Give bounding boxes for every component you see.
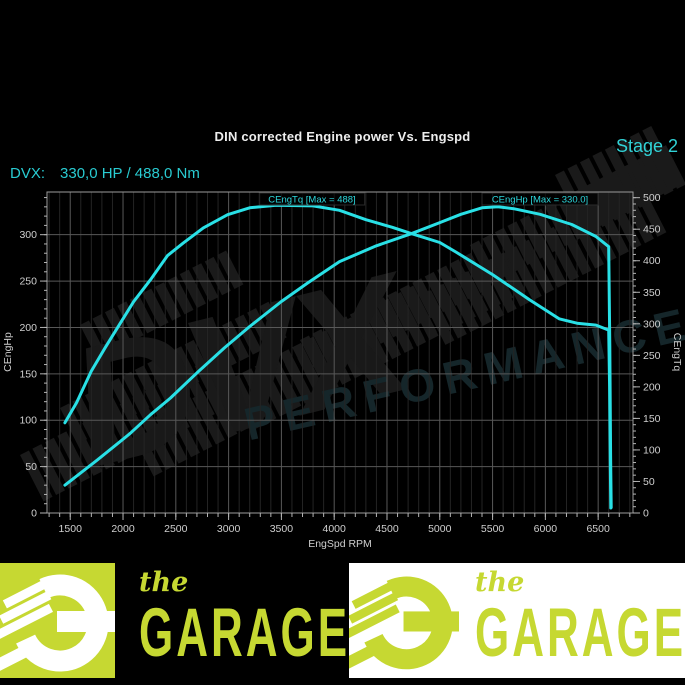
y-left-tick-label: 100 bbox=[19, 415, 37, 427]
garage-name-text: GARAGE bbox=[475, 595, 685, 672]
x-tick-label: 2000 bbox=[111, 523, 135, 535]
x-tick-label: 6000 bbox=[534, 523, 558, 535]
garage-logo-tile-dark bbox=[0, 563, 115, 678]
y-right-tick-label: 450 bbox=[643, 224, 661, 236]
y-left-tick-label: 0 bbox=[31, 508, 37, 520]
y-left-tick-label: 200 bbox=[19, 322, 37, 334]
y-right-tick-label: 400 bbox=[643, 255, 661, 267]
y-right-tick-label: 350 bbox=[643, 287, 661, 299]
result-label: DVX: bbox=[10, 165, 46, 182]
x-axis-title: EngSpd RPM bbox=[308, 538, 372, 550]
garage-g-icon bbox=[0, 574, 115, 673]
torque-curve bbox=[63, 203, 613, 510]
axis-tick-labels: 1500 2000 2500 3000 3500 4000 4500 5000 5500 6000… bbox=[19, 192, 660, 550]
garage-logo-tile-light bbox=[349, 563, 459, 678]
garage-banner: the GARAGE the GARAGE bbox=[0, 563, 685, 678]
power-curve bbox=[63, 205, 613, 509]
svg-text:CEngTq [Max = 488]: CEngTq [Max = 488] bbox=[268, 195, 355, 206]
minor-grid bbox=[48, 192, 631, 513]
x-tick-label: 3000 bbox=[217, 523, 241, 535]
axis-ticks bbox=[40, 197, 640, 520]
x-tick-label: 6500 bbox=[586, 523, 610, 535]
y-left-tick-label: 50 bbox=[25, 461, 37, 473]
y-right-tick-label: 250 bbox=[643, 350, 661, 362]
garage-g-icon bbox=[349, 576, 459, 671]
x-tick-label: 3500 bbox=[270, 523, 294, 535]
curve-label: CEngHp [Max = 330.0] bbox=[481, 192, 599, 206]
y-left-tick-label: 250 bbox=[19, 276, 37, 288]
chart-title: DIN corrected Engine power Vs. Engspd bbox=[214, 129, 471, 144]
y-left-axis-title: CEngHp bbox=[2, 332, 14, 372]
y-right-axis-title: CEngTq bbox=[671, 333, 683, 372]
y-right-tick-label: 50 bbox=[643, 476, 655, 488]
plot-frame bbox=[46, 191, 634, 514]
garage-name-text: GARAGE bbox=[139, 595, 349, 672]
major-grid bbox=[47, 192, 633, 514]
y-left-tick-label: 150 bbox=[19, 368, 37, 380]
x-tick-label: 4000 bbox=[323, 523, 347, 535]
garage-the-text: the bbox=[475, 567, 525, 598]
x-tick-label: 1500 bbox=[59, 523, 83, 535]
y-left-tick-label: 300 bbox=[19, 229, 37, 241]
x-tick-label: 4500 bbox=[375, 523, 399, 535]
dyno-report: DVX PERFORMANCE 1500 2000 2500 3000 3500 4000 45… bbox=[2, 125, 685, 550]
garage-the-text: the bbox=[139, 567, 189, 598]
y-right-tick-label: 100 bbox=[643, 444, 661, 456]
y-right-tick-label: 500 bbox=[643, 192, 661, 204]
garage-wordmark-dark: the GARAGE bbox=[115, 563, 349, 678]
result-readout: DVX: 330,0 HP / 488,0 Nm bbox=[10, 165, 200, 182]
y-right-tick-label: 300 bbox=[643, 318, 661, 330]
y-right-tick-label: 0 bbox=[643, 508, 649, 520]
x-tick-label: 5000 bbox=[428, 523, 452, 535]
garage-wordmark-light: the GARAGE bbox=[459, 563, 685, 678]
x-tick-label: 2500 bbox=[164, 523, 188, 535]
result-value: 330,0 HP / 488,0 Nm bbox=[60, 165, 200, 182]
stage-badge: Stage 2 bbox=[615, 136, 678, 156]
x-tick-label: 5500 bbox=[481, 523, 505, 535]
svg-text:CEngHp [Max = 330.0]: CEngHp [Max = 330.0] bbox=[492, 195, 588, 206]
curve-label: CEngTq [Max = 488] bbox=[258, 192, 366, 206]
y-right-tick-label: 150 bbox=[643, 413, 661, 425]
y-right-tick-label: 200 bbox=[643, 381, 661, 393]
